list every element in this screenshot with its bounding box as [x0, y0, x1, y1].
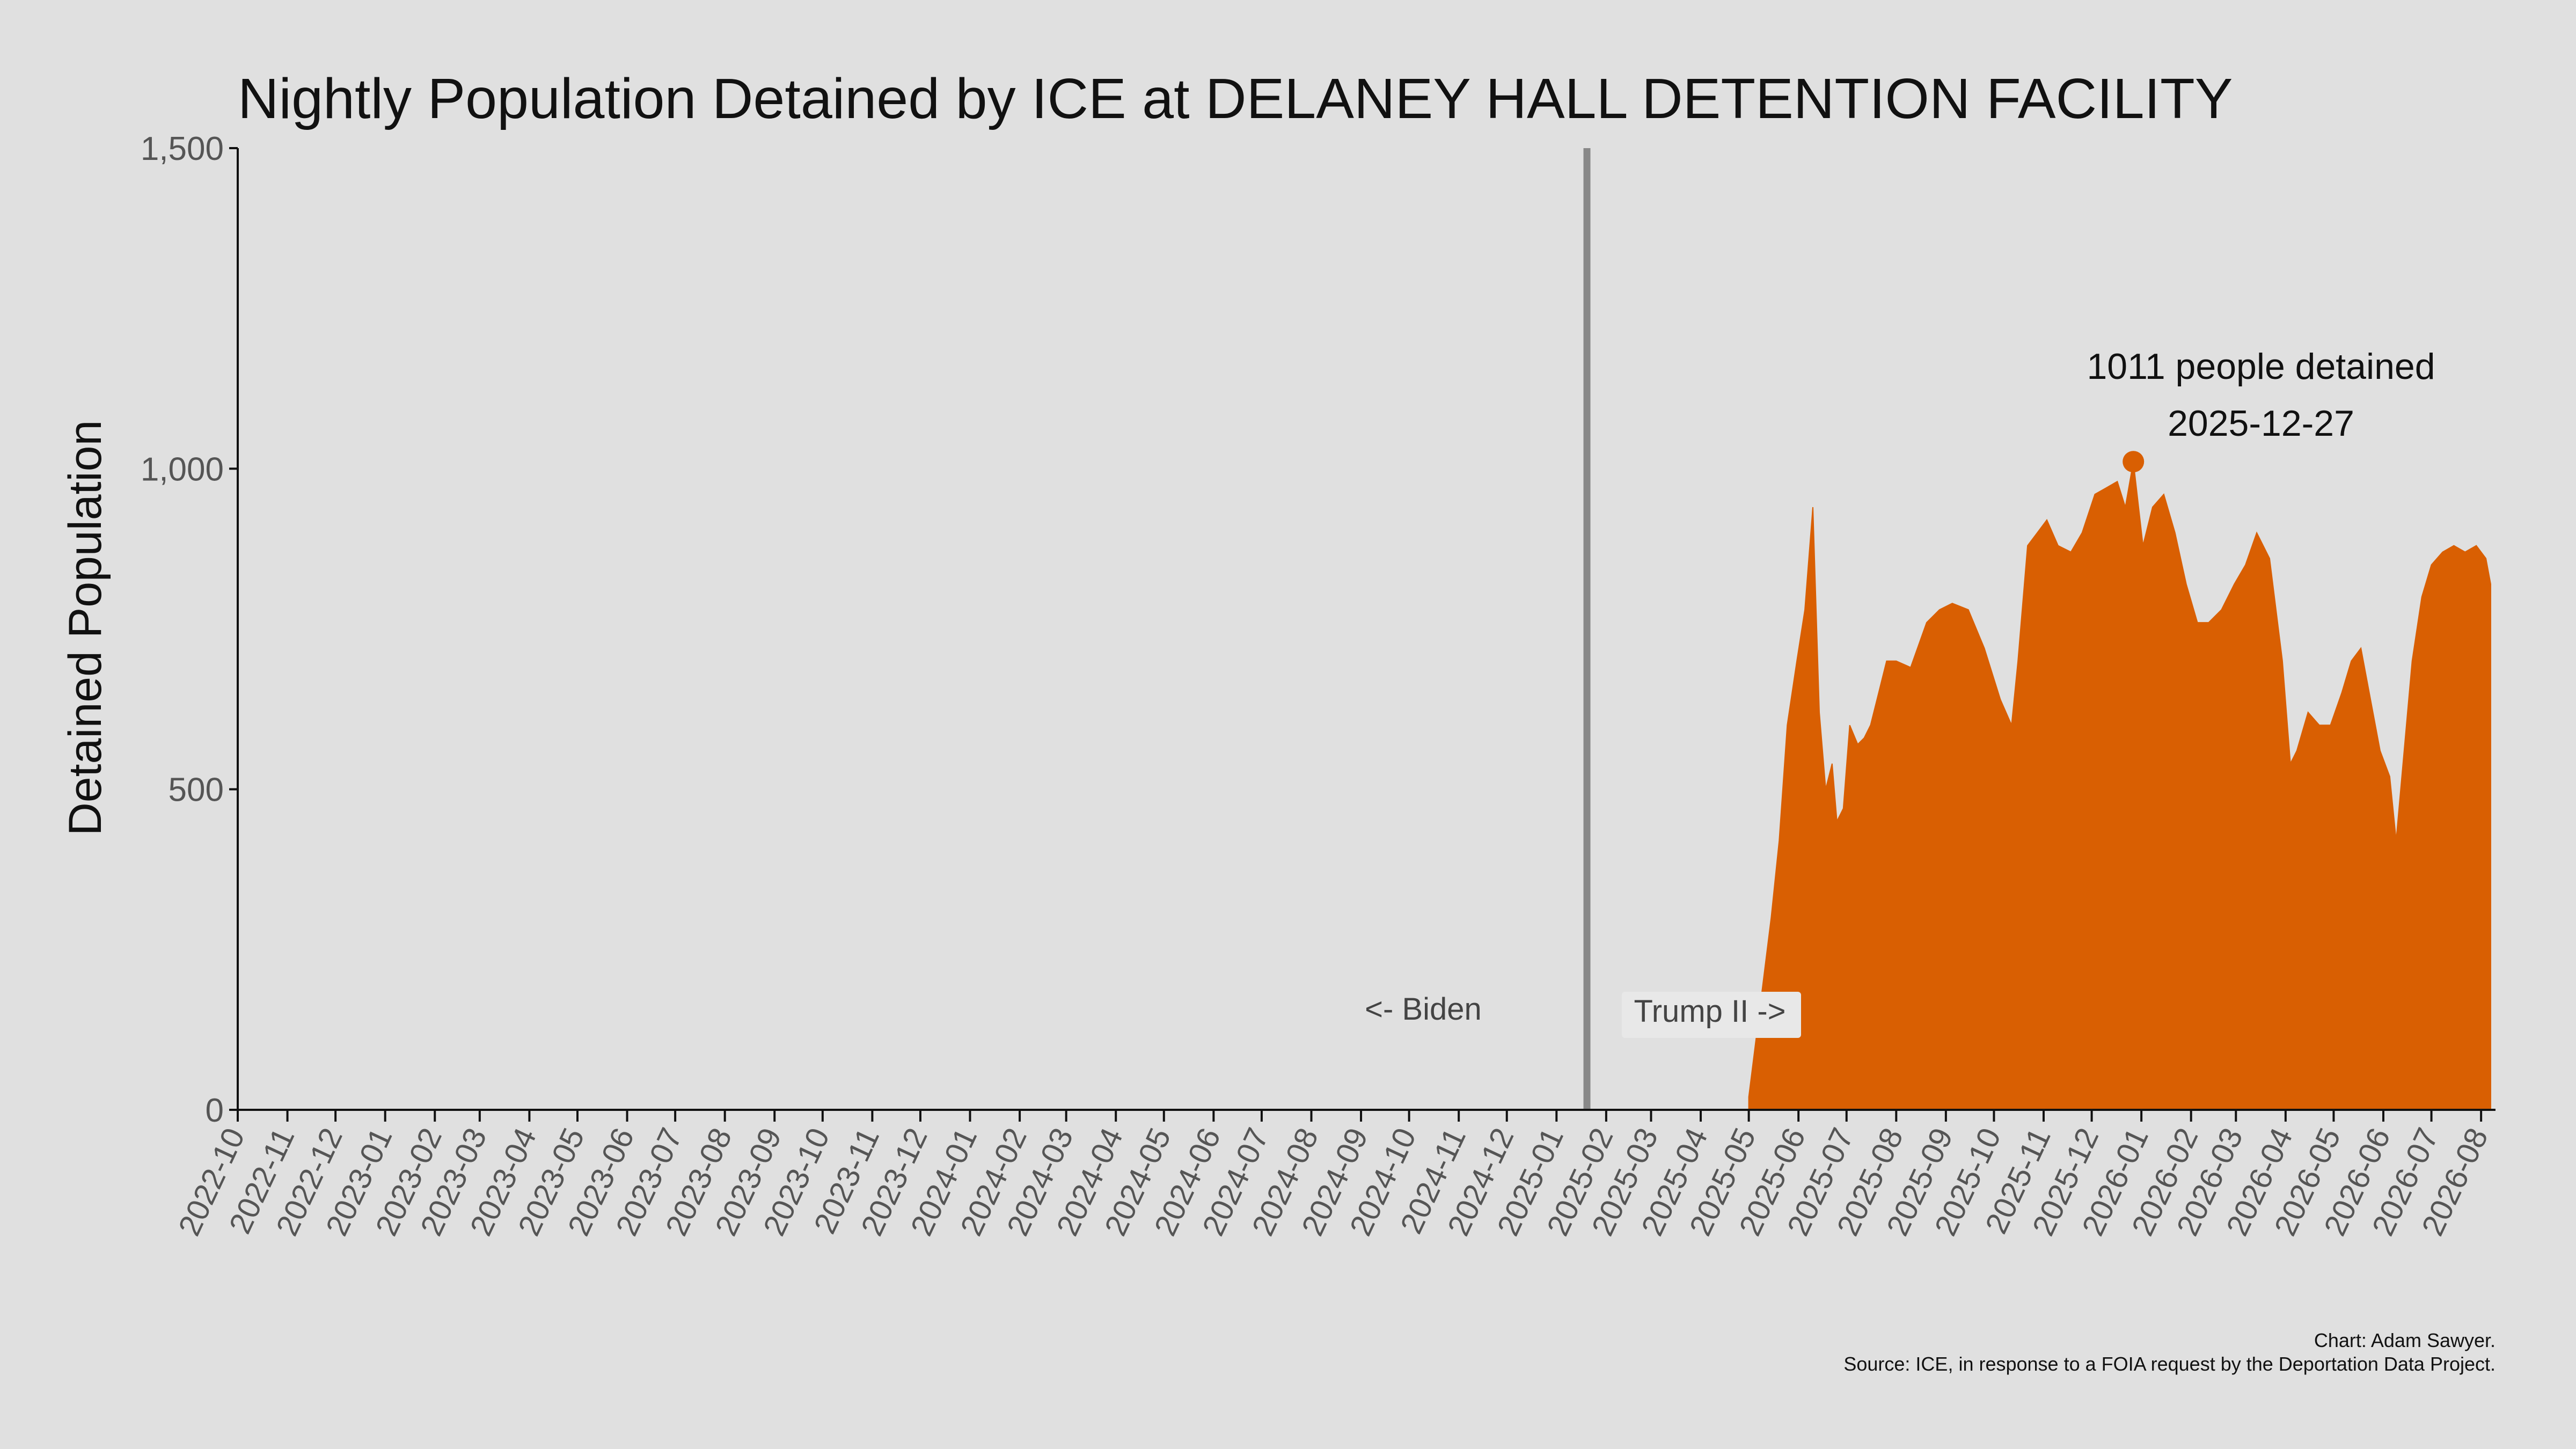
trump-label: Trump II -> — [1634, 994, 1785, 1029]
y-tick-label: 500 — [169, 772, 224, 809]
peak-annotation-count: 1011 people detained — [2087, 346, 2435, 387]
chart-title: Nightly Population Detained by ICE at DE… — [238, 67, 2233, 130]
y-axis-label: Detained Population — [60, 420, 111, 836]
y-tick-label: 1,000 — [141, 451, 224, 488]
credit-author: Chart: Adam Sawyer. — [2314, 1329, 2496, 1351]
biden-label: <- Biden — [1365, 992, 1482, 1027]
peak-annotation-date: 2025-12-27 — [2168, 403, 2354, 444]
trump-label-box — [1622, 992, 1801, 1038]
y-tick-label: 0 — [206, 1092, 224, 1129]
y-tick-label: 1,500 — [141, 130, 224, 167]
credit-source: Source: ICE, in response to a FOIA reque… — [1843, 1353, 2496, 1375]
peak-marker — [2123, 451, 2145, 473]
series-area-0 — [1748, 462, 2491, 1110]
plot-area: 05001,0001,5002022-102022-112022-122023-… — [141, 130, 2496, 1241]
